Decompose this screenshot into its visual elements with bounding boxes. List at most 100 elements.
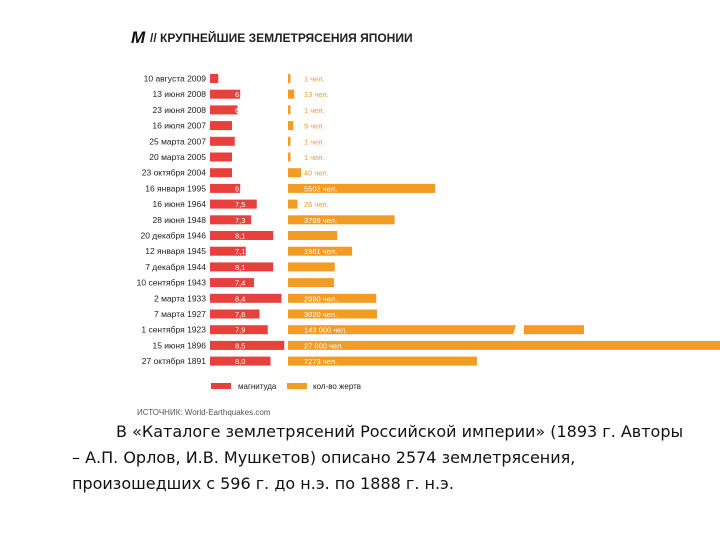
deaths-bar (288, 89, 295, 99)
category-label: 23 июня 2008 (152, 105, 206, 115)
magnitude-label: 6,1 (235, 75, 245, 84)
deaths-label: 3020 чел. (304, 310, 337, 319)
deaths-bar (288, 199, 298, 209)
deaths-label: 143 000 чел. (304, 326, 347, 335)
category-label: 12 января 1945 (145, 246, 206, 256)
deaths-bar (288, 168, 301, 178)
deaths-bar (288, 136, 291, 146)
deaths-label: 1190 чел. (304, 279, 337, 288)
deaths-bar (288, 74, 291, 83)
caption-body: В «Каталоге землетрясений Российской имп… (72, 422, 684, 493)
deaths-label: 1961 чел. (304, 247, 337, 256)
chart-title: // КРУПНЕЙШИЕ ЗЕМЛЕТРЯСЕНИЯ ЯПОНИИ (150, 31, 413, 45)
magnitude-bar (210, 74, 219, 83)
magnitude-bar (210, 199, 257, 209)
deaths-bar (288, 105, 291, 115)
earthquake-chart: 10 августа 2009 6,1 1 чел. 13 июня 2008 6,9 1… (137, 74, 720, 391)
magnitude-label: 8,1 (235, 263, 245, 272)
legend-swatch-magnitude (211, 383, 231, 389)
deaths-bar (288, 340, 720, 350)
category-label: 25 марта 2007 (149, 136, 206, 146)
magnitude-label: 7,4 (235, 279, 245, 288)
category-label: 16 июня 1964 (152, 199, 206, 209)
deaths-label: 1223 чел. (304, 263, 337, 272)
deaths-label: 1 чел. (304, 153, 325, 162)
category-label: 28 июня 1948 (152, 215, 206, 225)
legend-label-deaths: кол-во жертв (313, 382, 361, 391)
category-label: 16 июля 2007 (152, 121, 206, 131)
category-label: 7 марта 1927 (154, 309, 206, 319)
magnitude-bar (210, 89, 241, 99)
deaths-bar (288, 278, 334, 288)
category-label: 13 июня 2008 (152, 89, 206, 99)
deaths-bar (288, 121, 294, 131)
deaths-label: 7273 чел. (304, 357, 337, 366)
deaths-label: 26 чел. (304, 200, 329, 209)
deaths-label: 9 чел. (304, 122, 325, 131)
magnitude-label: 8,0 (235, 357, 245, 366)
magnitude-bar (210, 168, 232, 178)
magnitude-bar (210, 309, 260, 319)
magnitude-bar (210, 105, 238, 115)
magnitude-bar (210, 121, 232, 131)
category-label: 16 января 1995 (145, 183, 206, 193)
magnitude-label: 7,6 (235, 310, 245, 319)
caption-text: В «Каталоге землетрясений Российской имп… (72, 419, 692, 497)
chart-source: ИСТОЧНИК: World-Earthquakes.com (137, 408, 271, 417)
deaths-bar (288, 246, 353, 256)
magnitude-label: 8,1 (235, 232, 245, 241)
magnitude-bar (210, 136, 235, 146)
magnitude-bar (210, 278, 254, 288)
category-label: 1 сентября 1923 (141, 325, 206, 335)
magnitude-bar (210, 152, 232, 162)
deaths-label: 2990 чел. (304, 294, 337, 303)
deaths-label: 5502 чел. (304, 184, 337, 193)
magnitude-bar (210, 325, 268, 335)
magnitude-label: 7,1 (235, 247, 245, 256)
deaths-bar (288, 293, 377, 303)
magnitude-bar (210, 246, 246, 256)
magnitude-label: 7,3 (235, 216, 245, 225)
magnitude-label: 6,9 (235, 90, 245, 99)
category-label: 7 декабря 1944 (145, 262, 206, 272)
magnitude-label: 7,9 (235, 326, 245, 335)
deaths-label: 3769 чел. (304, 216, 337, 225)
magnitude-bar (210, 183, 241, 193)
deaths-bar (288, 309, 377, 319)
deaths-bar (288, 152, 291, 162)
category-label: 27 октября 1891 (142, 356, 207, 366)
category-label: 10 августа 2009 (144, 74, 207, 84)
category-label: 10 сентября 1943 (137, 278, 207, 288)
deaths-bar (288, 183, 436, 193)
magnitude-label: 7,5 (235, 200, 245, 209)
deaths-label: 13 чел. (304, 90, 329, 99)
magnitude-bar (210, 231, 274, 240)
legend-label-magnitude: магнитуда (238, 382, 277, 391)
deaths-label: 1330 чел. (304, 232, 337, 241)
deaths-bar (288, 356, 477, 366)
magnitude-bar (210, 215, 252, 225)
magnitude-bar (210, 356, 271, 366)
category-label: 2 марта 1933 (154, 293, 206, 303)
deaths-label: 40 чел. (304, 169, 329, 178)
category-label: 15 июня 1896 (152, 340, 206, 350)
legend-swatch-deaths (287, 383, 307, 389)
magnitude-label: 6,7 (235, 137, 245, 146)
deaths-label: 1 чел. (304, 106, 325, 115)
deaths-bar (288, 215, 395, 225)
category-label: 20 декабря 1946 (140, 231, 206, 241)
deaths-bar (288, 325, 516, 335)
deaths-bar (288, 262, 335, 272)
category-label: 23 октября 2004 (142, 168, 207, 178)
magnitude-label: 8,4 (235, 294, 245, 303)
deaths-label: 1 чел. (304, 137, 325, 146)
deaths-label: 1 чел. (304, 75, 325, 84)
deaths-bar-break (513, 325, 521, 335)
magnitude-label: 6,8 (235, 106, 245, 115)
deaths-label: 27 000 чел. (304, 341, 343, 350)
magnitude-bar (210, 340, 285, 350)
magnitude-label: 6,9 (235, 184, 245, 193)
magnitude-bar (210, 262, 274, 272)
brand-logo: M (131, 28, 145, 47)
deaths-bar (524, 325, 584, 335)
